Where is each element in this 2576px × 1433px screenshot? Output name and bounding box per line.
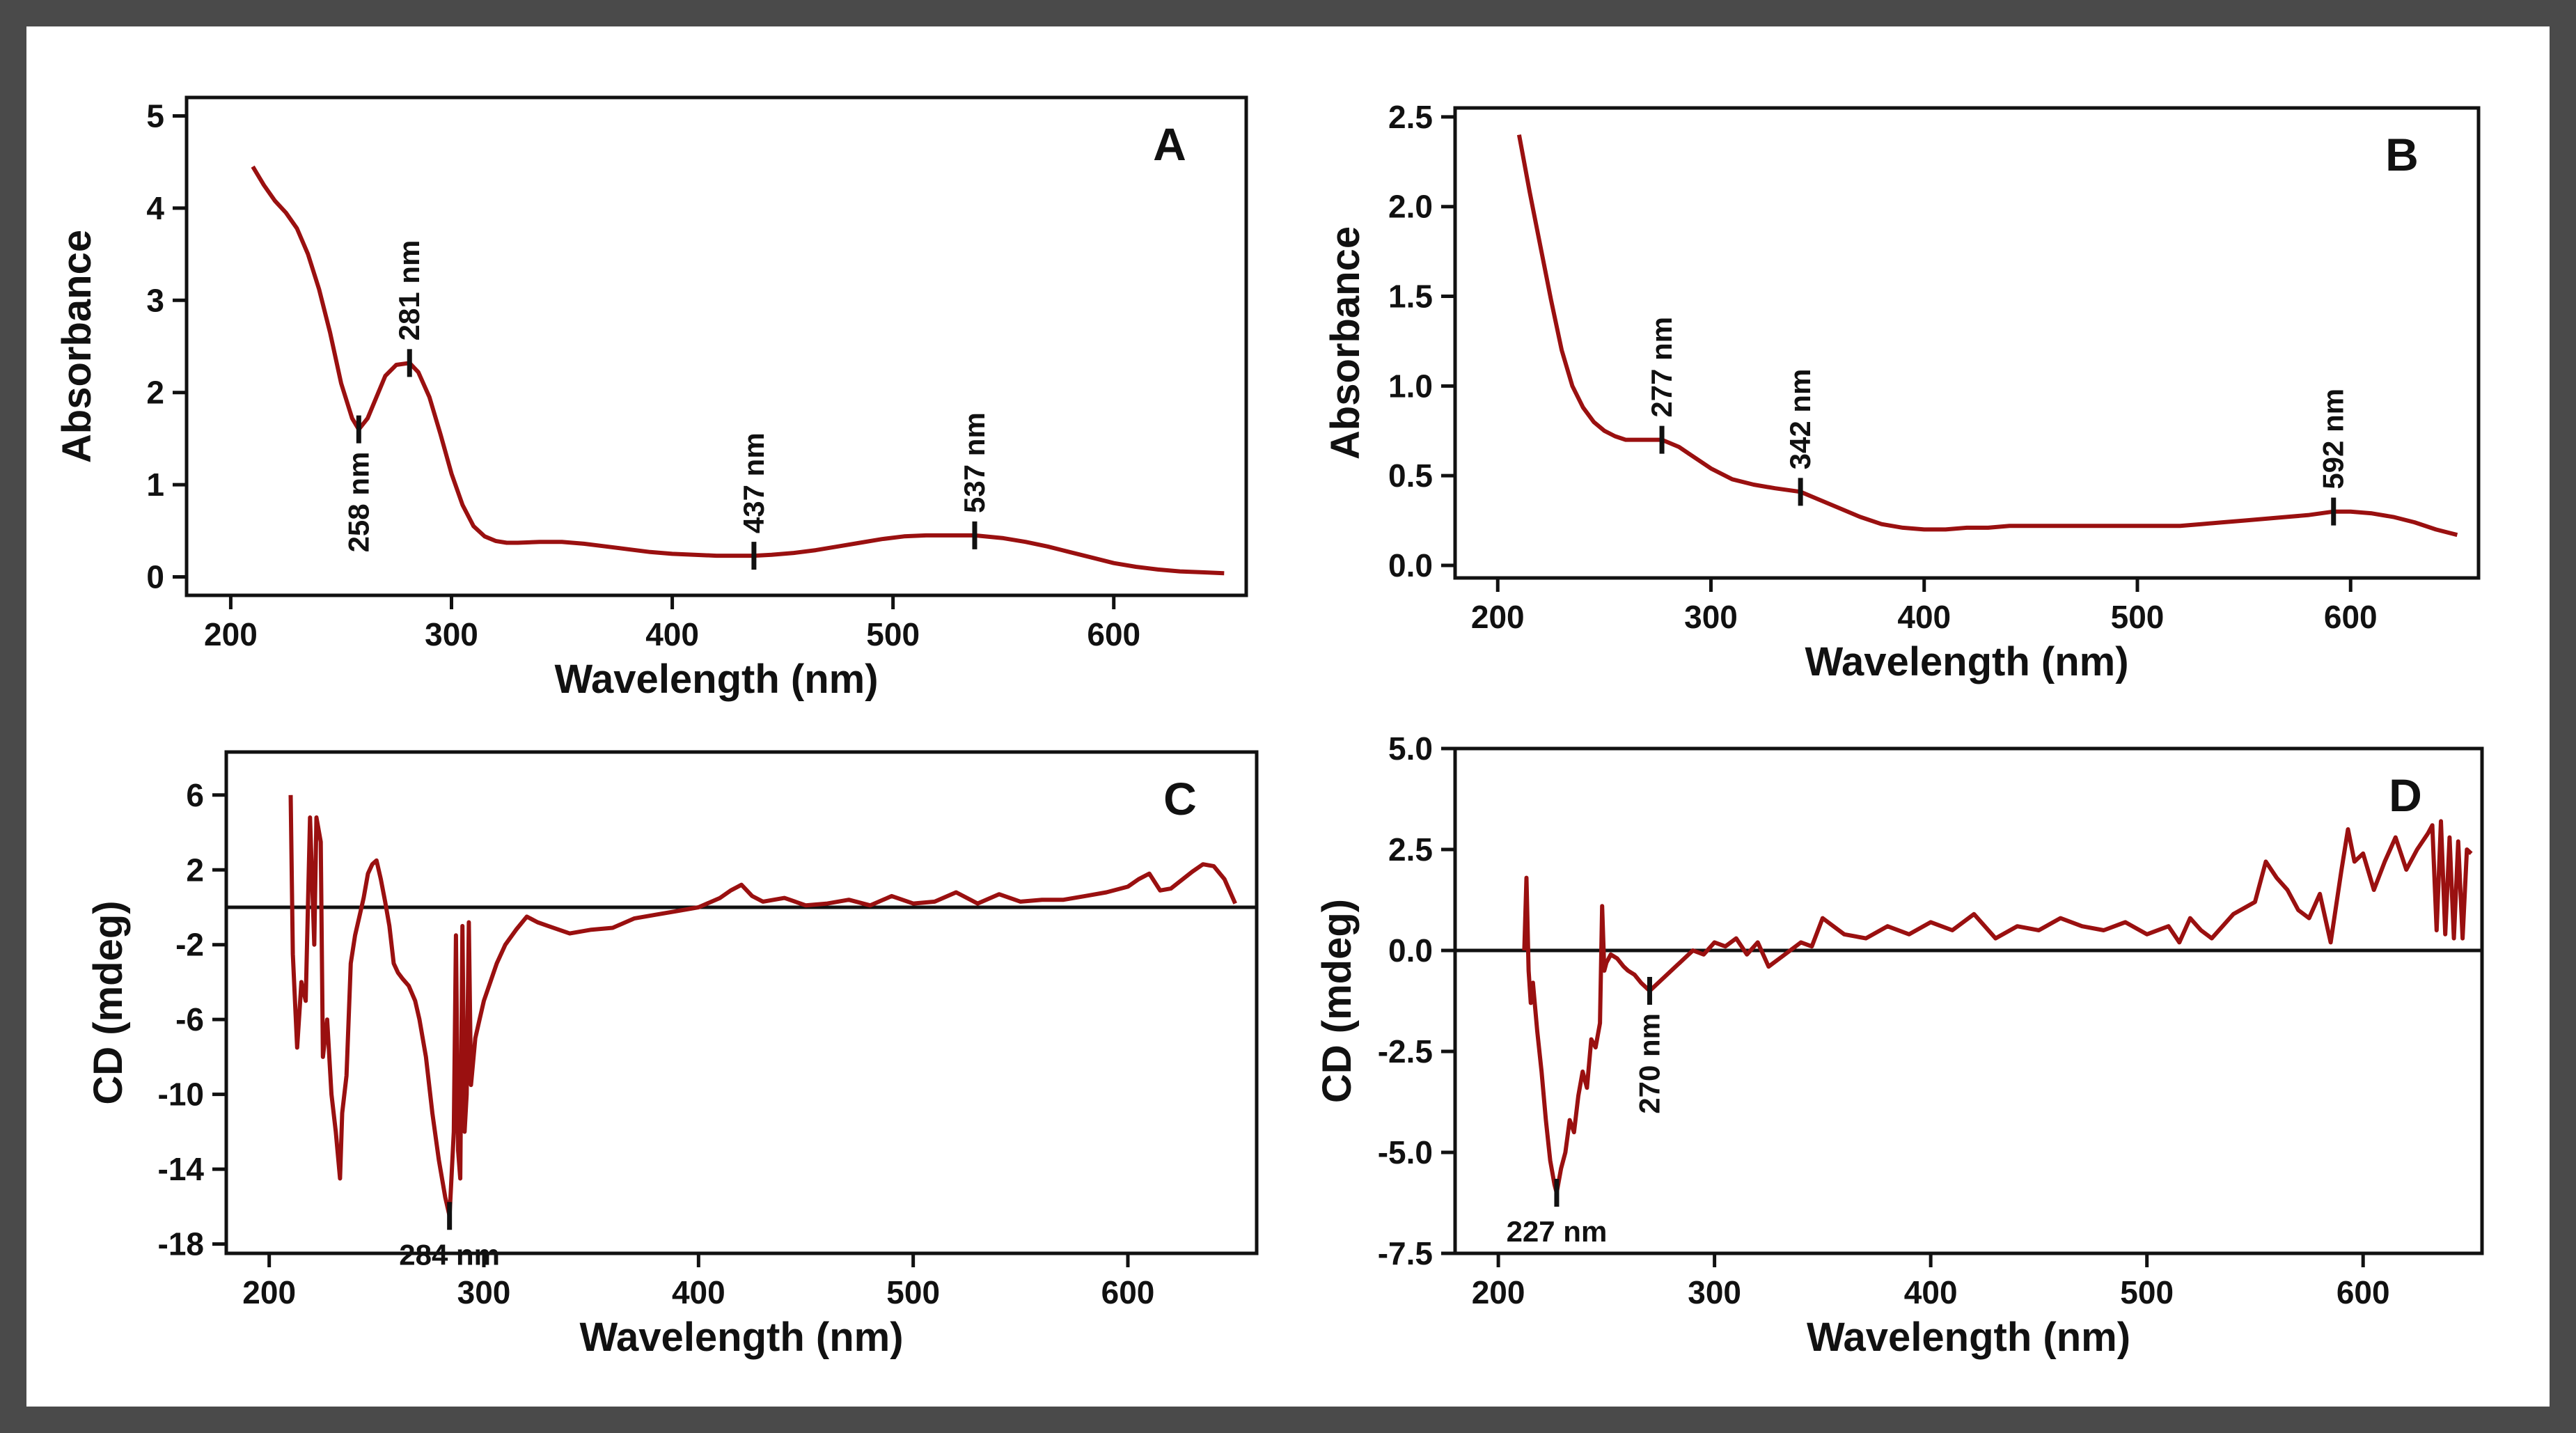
x-tick-label: 600 bbox=[2324, 599, 2378, 635]
x-tick-label: 200 bbox=[1472, 1274, 1525, 1310]
plot-frame bbox=[1453, 106, 2481, 580]
y-axis-title: CD (mdeg) bbox=[86, 900, 131, 1104]
peak-label: 592 nm bbox=[2317, 389, 2350, 490]
x-tick-label: 200 bbox=[204, 616, 258, 652]
panel-d: 200 300 400 500 600 5.0 2.5 0.0 -2.5 -5.0 -7.5 Wave… bbox=[1314, 730, 2484, 1360]
plot-frame bbox=[224, 750, 1259, 1255]
x-tick-label: 600 bbox=[2337, 1274, 2390, 1310]
x-tick-label: 500 bbox=[2120, 1274, 2174, 1310]
y-axis-title: Absorbance bbox=[1323, 226, 1368, 460]
y-tick-label: 1 bbox=[146, 467, 164, 503]
y-tick-label: 0.0 bbox=[1388, 547, 1433, 584]
panel-a: 200 300 400 500 600 0 1 2 3 4 5 Wavelength (nm) Abso… bbox=[54, 95, 1248, 702]
x-tick-label: 400 bbox=[645, 616, 699, 652]
x-tick-label: 300 bbox=[1688, 1274, 1741, 1310]
y-axis-title: CD (mdeg) bbox=[1314, 899, 1360, 1103]
y-tick-label: 3 bbox=[146, 282, 164, 318]
peak-label: 342 nm bbox=[1784, 369, 1816, 470]
y-tick-label: 1.5 bbox=[1388, 279, 1433, 315]
y-tick-label: 5 bbox=[146, 97, 164, 134]
x-tick-label: 600 bbox=[1101, 1274, 1155, 1310]
x-tick-label: 200 bbox=[242, 1274, 296, 1310]
x-tick-label: 300 bbox=[1684, 599, 1738, 635]
y-tick-label: 0.5 bbox=[1388, 457, 1433, 494]
panel-b: 200 300 400 500 600 0.0 0.5 1.0 1.5 2.0 2.5 Wavelen… bbox=[1323, 99, 2481, 684]
x-tick-label: 600 bbox=[1087, 616, 1140, 652]
y-tick-label: 0.0 bbox=[1388, 932, 1433, 969]
x-tick-label: 500 bbox=[2111, 599, 2165, 635]
y-tick-label: -2.5 bbox=[1378, 1033, 1433, 1070]
x-axis-title: Wavelength (nm) bbox=[1805, 639, 2128, 684]
x-tick-label: 300 bbox=[457, 1274, 511, 1310]
plot-frame bbox=[1453, 746, 2484, 1255]
peak-label: 227 nm bbox=[1507, 1215, 1608, 1248]
y-tick-label: -7.5 bbox=[1378, 1235, 1433, 1271]
x-tick-label: 500 bbox=[866, 616, 920, 652]
panel-letter: D bbox=[2389, 769, 2422, 821]
series-line-0 bbox=[288, 794, 1237, 1219]
peak-label: 270 nm bbox=[1633, 1013, 1665, 1114]
panel-letter: A bbox=[1153, 118, 1186, 170]
y-tick-label: 0 bbox=[146, 559, 164, 595]
x-tick-label: 200 bbox=[1471, 599, 1525, 635]
x-axis-title: Wavelength (nm) bbox=[579, 1315, 903, 1360]
y-tick-label: 4 bbox=[146, 190, 164, 226]
y-tick-label: -6 bbox=[175, 1001, 204, 1037]
peak-label: 258 nm bbox=[342, 452, 375, 553]
y-tick-label: 2.0 bbox=[1388, 189, 1433, 225]
peak-label: 284 nm bbox=[399, 1238, 500, 1271]
y-tick-label: -5.0 bbox=[1378, 1134, 1433, 1170]
x-tick-label: 400 bbox=[1904, 1274, 1958, 1310]
series-line-0 bbox=[251, 165, 1225, 576]
y-axis-title: Absorbance bbox=[54, 230, 100, 463]
panel-letter: B bbox=[2385, 129, 2419, 180]
y-tick-label: 5.0 bbox=[1388, 730, 1433, 767]
y-tick-label: -14 bbox=[158, 1151, 205, 1187]
x-tick-label: 500 bbox=[886, 1274, 940, 1310]
x-tick-label: 400 bbox=[672, 1274, 725, 1310]
x-axis-title: Wavelength (nm) bbox=[1807, 1315, 2130, 1360]
y-tick-label: 2 bbox=[146, 375, 164, 411]
x-tick-label: 300 bbox=[425, 616, 478, 652]
y-tick-label: -10 bbox=[158, 1076, 204, 1113]
series-line-0 bbox=[1522, 819, 2473, 1195]
peak-label: 537 nm bbox=[958, 412, 991, 513]
panel-c: 200 300 400 500 600 6 2 -2 -6 -10 -14 -18 Wavelength… bbox=[86, 750, 1259, 1360]
y-tick-label: 1.0 bbox=[1388, 368, 1433, 404]
peak-label: 277 nm bbox=[1645, 317, 1678, 418]
y-tick-label: -2 bbox=[175, 927, 204, 963]
peak-label: 281 nm bbox=[393, 240, 425, 341]
x-axis-title: Wavelength (nm) bbox=[554, 657, 878, 702]
peak-label: 437 nm bbox=[737, 432, 770, 533]
plot-frame bbox=[184, 95, 1248, 597]
y-tick-label: 6 bbox=[186, 777, 204, 813]
y-tick-label: 2.5 bbox=[1388, 99, 1433, 135]
y-tick-label: 2.5 bbox=[1388, 831, 1433, 868]
y-tick-label: 2 bbox=[186, 852, 204, 888]
series-line-0 bbox=[1516, 134, 2458, 538]
panel-letter: C bbox=[1163, 773, 1197, 824]
x-tick-label: 400 bbox=[1897, 599, 1951, 635]
y-tick-label: -18 bbox=[158, 1226, 204, 1262]
